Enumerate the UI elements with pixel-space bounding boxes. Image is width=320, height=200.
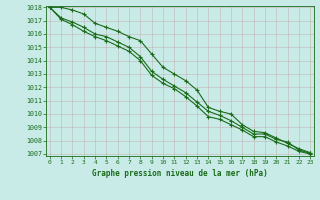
X-axis label: Graphe pression niveau de la mer (hPa): Graphe pression niveau de la mer (hPa) [92, 169, 268, 178]
